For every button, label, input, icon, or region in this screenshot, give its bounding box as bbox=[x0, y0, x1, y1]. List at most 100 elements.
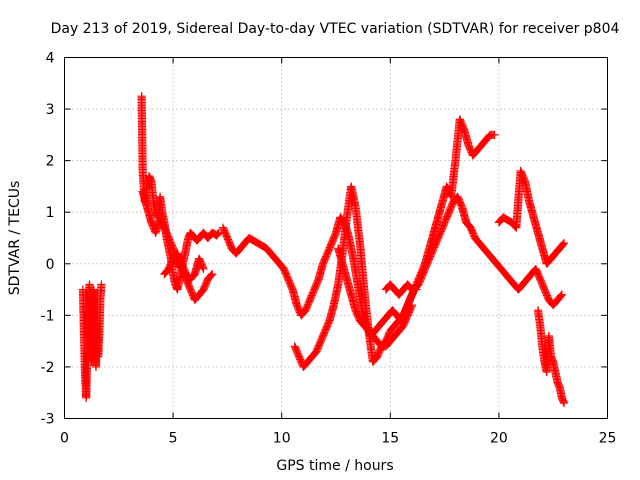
data-point bbox=[223, 233, 232, 243]
data-point bbox=[177, 259, 186, 268]
data-point bbox=[322, 323, 331, 332]
data-point bbox=[441, 216, 450, 226]
data-point bbox=[282, 270, 291, 279]
data-point bbox=[537, 279, 547, 288]
data-point bbox=[399, 321, 408, 330]
data-point bbox=[320, 256, 329, 265]
chart-title: Day 213 of 2019, Sidereal Day-to-day VTE… bbox=[51, 21, 620, 37]
data-point bbox=[281, 269, 290, 278]
data-point bbox=[417, 267, 427, 276]
data-point bbox=[517, 169, 526, 179]
data-point bbox=[296, 355, 305, 364]
data-point bbox=[325, 244, 334, 254]
data-point bbox=[311, 282, 320, 291]
data-point bbox=[162, 229, 171, 238]
data-point bbox=[200, 282, 209, 291]
data-point bbox=[407, 300, 417, 310]
data-point bbox=[314, 341, 324, 350]
data-point bbox=[454, 194, 463, 203]
series-segment-5 bbox=[334, 244, 417, 351]
data-point bbox=[373, 352, 382, 361]
data-point bbox=[436, 228, 445, 237]
data-point bbox=[287, 282, 296, 291]
data-point bbox=[319, 329, 328, 338]
data-point bbox=[373, 351, 382, 360]
data-point bbox=[315, 339, 324, 349]
data-point bbox=[291, 345, 301, 354]
y-tick-label: -1 bbox=[41, 308, 55, 324]
data-point bbox=[406, 295, 415, 304]
data-point bbox=[442, 212, 452, 221]
data-point bbox=[400, 318, 409, 327]
data-point bbox=[541, 286, 550, 296]
data-point bbox=[292, 346, 301, 355]
data-point bbox=[536, 276, 545, 285]
data-point bbox=[384, 331, 393, 340]
data-point bbox=[404, 308, 414, 317]
data-point bbox=[173, 250, 183, 260]
data-point bbox=[220, 226, 229, 235]
data-point bbox=[414, 274, 423, 283]
data-point bbox=[319, 331, 328, 340]
data-point bbox=[317, 335, 326, 344]
data-point bbox=[302, 303, 311, 312]
data-point bbox=[323, 249, 332, 258]
data-point bbox=[186, 285, 195, 294]
data-point bbox=[159, 220, 168, 229]
data-point bbox=[375, 348, 384, 357]
data-point bbox=[293, 348, 302, 357]
data-point bbox=[179, 264, 188, 273]
data-point bbox=[557, 290, 566, 299]
data-point bbox=[207, 271, 216, 280]
data-point bbox=[285, 279, 295, 288]
data-point bbox=[321, 326, 330, 335]
data-point bbox=[351, 306, 360, 315]
data-point bbox=[559, 239, 569, 248]
data-point bbox=[538, 281, 547, 290]
data-point bbox=[519, 174, 528, 183]
data-point bbox=[414, 275, 423, 285]
y-tick-label: 4 bbox=[46, 51, 55, 67]
data-point bbox=[438, 224, 447, 233]
data-point bbox=[175, 255, 185, 264]
data-point bbox=[407, 292, 416, 301]
data-point bbox=[375, 346, 384, 355]
data-point bbox=[534, 270, 543, 279]
data-point bbox=[321, 253, 330, 262]
x-tick-label: 20 bbox=[490, 431, 508, 447]
data-point bbox=[305, 295, 315, 304]
data-point bbox=[196, 258, 206, 268]
data-point bbox=[175, 253, 184, 262]
data-point bbox=[516, 166, 525, 176]
data-point bbox=[415, 271, 425, 280]
data-point bbox=[318, 259, 328, 268]
y-tick-label: 2 bbox=[46, 154, 55, 170]
data-point bbox=[467, 226, 477, 235]
data-point bbox=[329, 234, 338, 243]
data-point bbox=[468, 228, 477, 237]
data-point bbox=[214, 228, 223, 237]
data-point bbox=[402, 314, 411, 323]
data-point bbox=[219, 225, 228, 234]
data-point bbox=[467, 225, 476, 234]
data-point bbox=[197, 260, 206, 269]
data-point bbox=[292, 300, 302, 310]
data-point bbox=[353, 310, 362, 319]
data-point bbox=[309, 286, 318, 296]
data-point bbox=[540, 285, 549, 294]
data-point bbox=[536, 275, 545, 284]
data-point bbox=[97, 280, 106, 289]
data-point bbox=[458, 122, 468, 131]
data-point bbox=[442, 182, 451, 191]
data-point bbox=[323, 247, 333, 257]
series-segment-8 bbox=[533, 306, 569, 408]
data-point bbox=[520, 175, 529, 184]
data-point bbox=[310, 285, 319, 294]
data-point bbox=[316, 338, 325, 347]
data-point bbox=[222, 230, 231, 240]
data-point bbox=[443, 211, 452, 220]
data-point bbox=[324, 246, 333, 255]
data-point bbox=[220, 228, 230, 237]
data-point bbox=[517, 168, 526, 177]
